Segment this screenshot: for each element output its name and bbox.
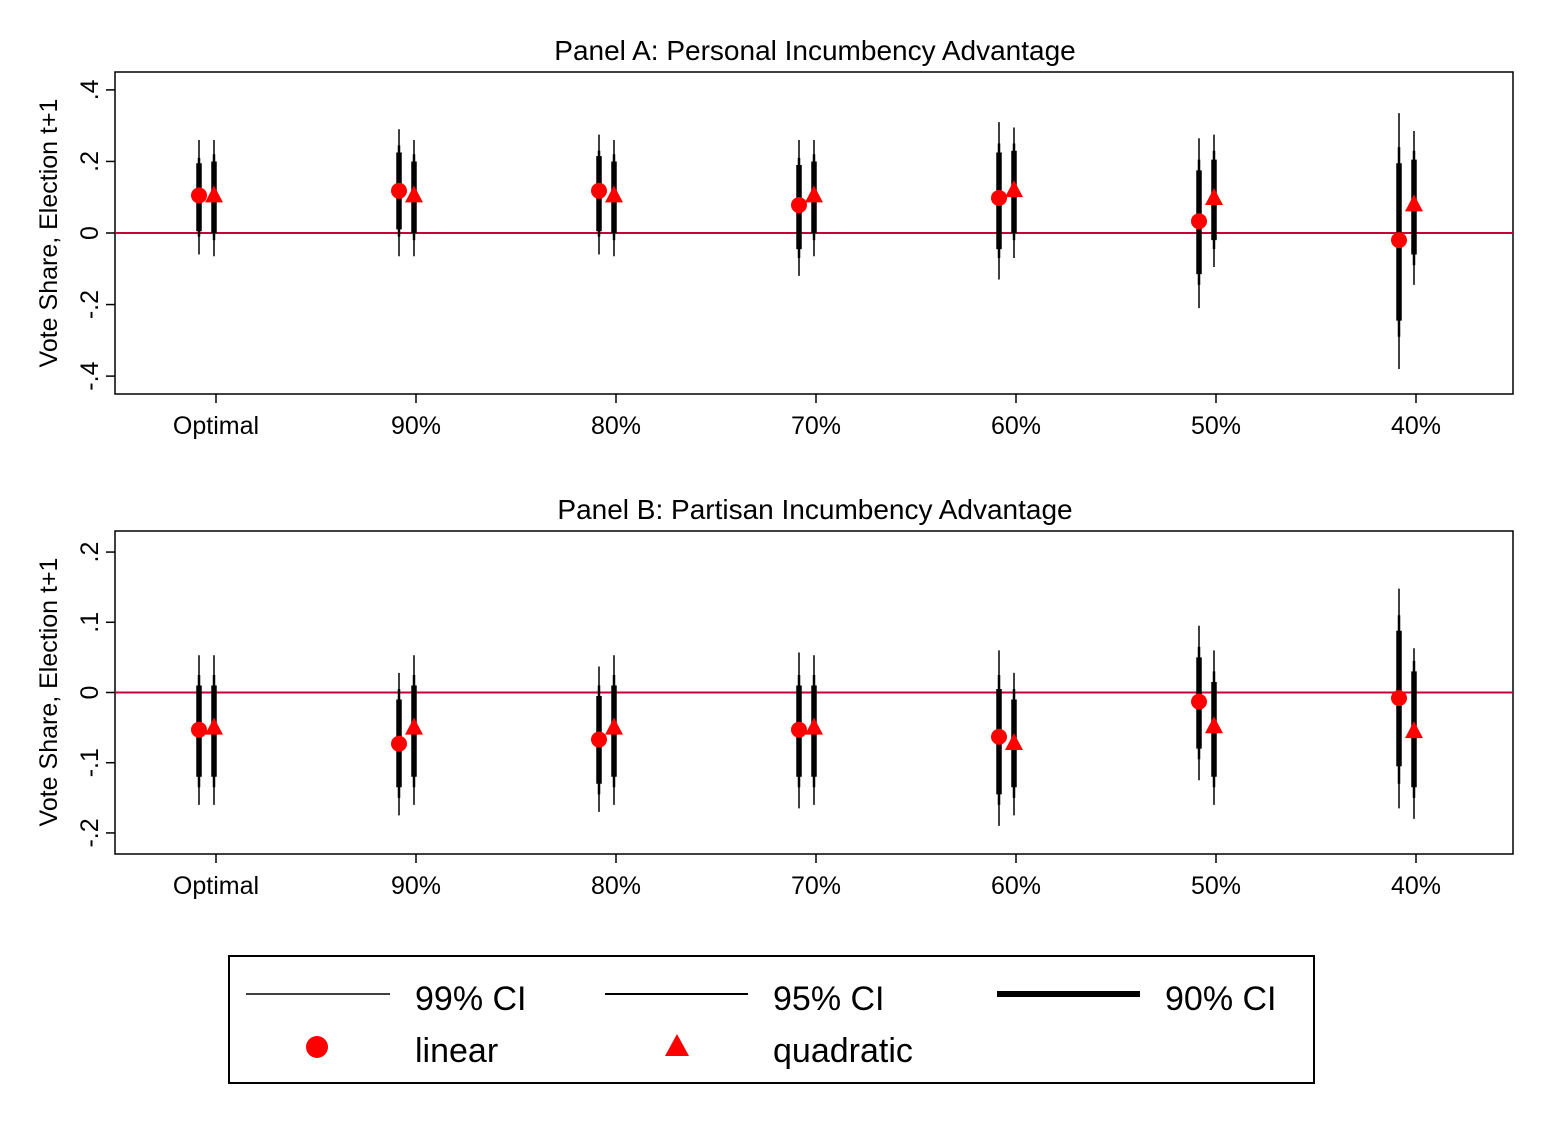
panel-b-y-tick-label: -.2 (76, 818, 104, 847)
panel-a-y-axis-title: Vote Share, Election t+1 (35, 99, 63, 368)
panel-a-x-tick-label: 60% (991, 412, 1041, 440)
panel-b-x-tick-label: Optimal (173, 872, 259, 900)
panel-a-quadratic-point (1405, 194, 1423, 212)
legend-label-95ci: 95% CI (773, 980, 885, 1018)
legend: 99% CI 95% CI 90% CI linear quadratic (228, 955, 1315, 1084)
panel-a-title: Panel A: Personal Incumbency Advantage (554, 35, 1075, 66)
panel-b-linear-point (991, 728, 1007, 745)
panel-a-x-tick-label: 50% (1191, 412, 1241, 440)
panel-a-linear-point (791, 197, 807, 214)
panel-a: Panel A: Personal Incumbency Advantage V… (35, 35, 1514, 440)
panel-a-x-tick-label: Optimal (173, 412, 259, 440)
panel-a-y-tick-label: .4 (76, 79, 104, 100)
panel-b-linear-point (191, 721, 207, 738)
panel-b-quadratic-point (405, 717, 423, 735)
panel-b-linear-point (591, 731, 607, 748)
panel-b-x-tick-label: 50% (1191, 872, 1241, 900)
panel-a-quadratic-point (205, 185, 223, 203)
panel-a-linear-point (1191, 213, 1207, 230)
panel-b-quadratic-point (605, 717, 623, 735)
panel-b-y-tick-label: .2 (76, 542, 104, 563)
legend-linear-marker (306, 1036, 328, 1058)
panel-b-linear-point (1191, 693, 1207, 710)
panel-a-x-tick-label: 70% (791, 412, 841, 440)
panel-b-y-tick-label: 0 (76, 686, 104, 700)
legend-quadratic-marker (665, 1034, 689, 1056)
panel-b-y-axis-title: Vote Share, Election t+1 (35, 558, 63, 827)
legend-label-quadratic: quadratic (773, 1032, 913, 1070)
panel-b-y-tick-label: .1 (76, 612, 104, 633)
panel-a-linear-point (991, 189, 1007, 206)
panel-a-linear-point (591, 182, 607, 199)
panel-b-x-tick-label: 70% (791, 872, 841, 900)
panel-a-linear-point (1391, 232, 1407, 249)
panel-a-x-tick-label: 90% (391, 412, 441, 440)
panel-b-quadratic-point (805, 717, 823, 735)
panel-a-quadratic-point (1205, 187, 1223, 205)
panel-b-quadratic-point (205, 717, 223, 735)
legend-frame (228, 955, 1315, 1084)
panel-b-quadratic-point (1405, 721, 1423, 739)
panel-b-x-tick-label: 40% (1391, 872, 1441, 900)
panel-a-quadratic-point (1005, 180, 1023, 198)
legend-label-90ci: 90% CI (1165, 980, 1277, 1018)
panel-b-quadratic-point (1205, 716, 1223, 734)
panel-a-quadratic-point (605, 185, 623, 203)
panel-a-y-tick-label: -.2 (76, 290, 104, 319)
panel-a-y-tick-label: .2 (76, 151, 104, 172)
panel-a-plot-area: -.4 -.2 0 .2 .4 Optimal 90% 80% 70% 60% 50% 40% (76, 71, 1514, 440)
panel-b: Panel B: Partisan Incumbency Advantage V… (35, 494, 1514, 900)
legend-label-linear: linear (415, 1032, 498, 1070)
panel-b-x-tick-label: 80% (591, 872, 641, 900)
panel-a-linear-point (191, 187, 207, 204)
panel-b-linear-point (1391, 690, 1407, 707)
panel-b-linear-point (791, 721, 807, 738)
panel-a-linear-point (391, 182, 407, 199)
panel-a-quadratic-point (805, 185, 823, 203)
panel-b-y-tick-label: -.1 (76, 748, 104, 777)
panel-a-quadratic-point (405, 185, 423, 203)
panel-a-y-tick-label: 0 (76, 226, 104, 240)
panel-a-y-tick-label: -.4 (76, 361, 104, 390)
panel-b-plot-area: -.2 -.1 0 .1 .2 Optimal 90% 80% 70% 60% 50% 40% (76, 530, 1514, 900)
panel-b-title: Panel B: Partisan Incumbency Advantage (557, 494, 1072, 525)
panel-a-x-tick-label: 40% (1391, 412, 1441, 440)
panel-a-x-tick-label: 80% (591, 412, 641, 440)
panel-b-x-tick-label: 60% (991, 872, 1041, 900)
panel-b-linear-point (391, 735, 407, 752)
panel-b-x-tick-label: 90% (391, 872, 441, 900)
legend-label-99ci: 99% CI (415, 980, 527, 1018)
panel-b-quadratic-point (1005, 733, 1023, 751)
